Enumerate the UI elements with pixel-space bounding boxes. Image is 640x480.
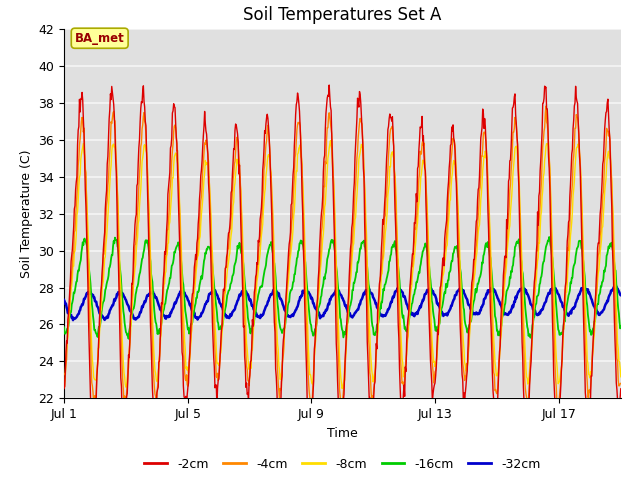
Y-axis label: Soil Temperature (C): Soil Temperature (C) — [20, 149, 33, 278]
Text: BA_met: BA_met — [75, 32, 125, 45]
Title: Soil Temperatures Set A: Soil Temperatures Set A — [243, 6, 442, 24]
X-axis label: Time: Time — [327, 427, 358, 440]
Legend: -2cm, -4cm, -8cm, -16cm, -32cm: -2cm, -4cm, -8cm, -16cm, -32cm — [140, 453, 545, 476]
